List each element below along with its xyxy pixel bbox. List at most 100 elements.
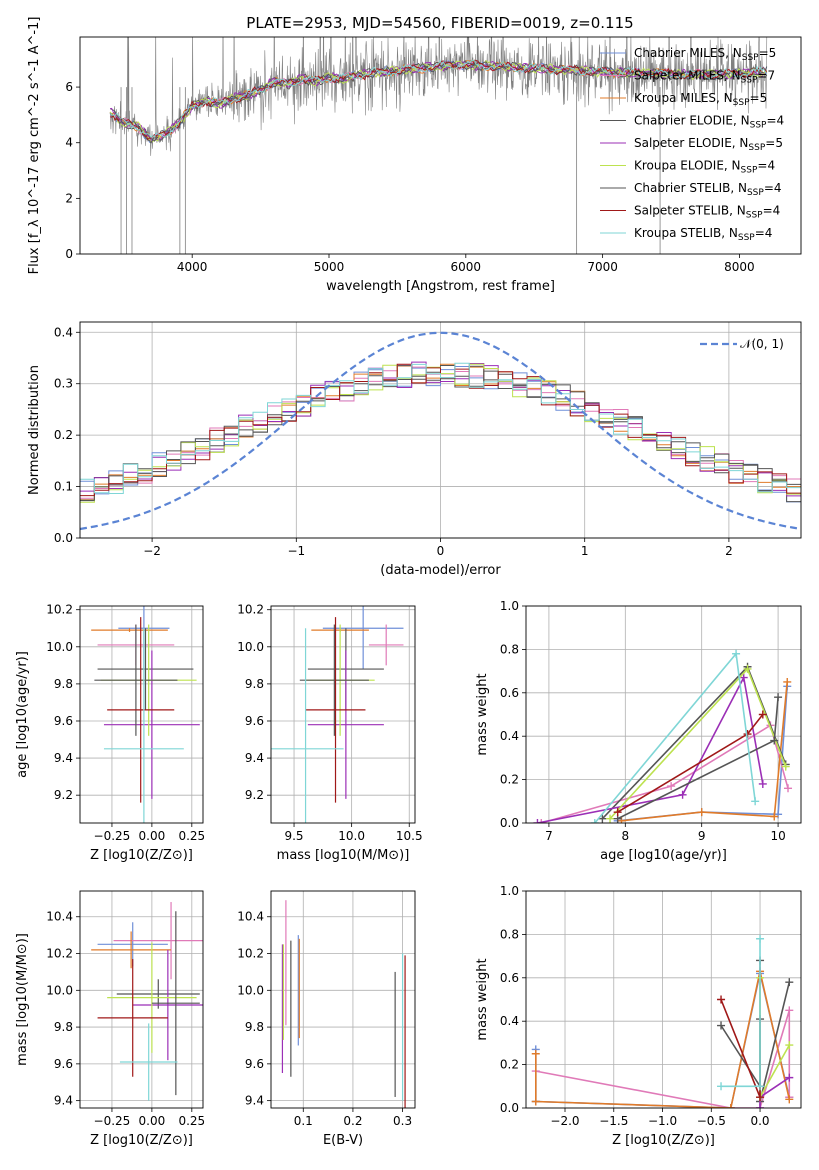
y-tick-label: 0.6 bbox=[500, 686, 519, 700]
legend-entry: Kroupa MILES, NSSP=5 bbox=[634, 91, 767, 108]
axes-frame bbox=[525, 890, 802, 1109]
x-tick-label: −1.0 bbox=[648, 1114, 677, 1128]
figure-title: PLATE=2953, MJD=54560, FIBERID=0019, z=0… bbox=[246, 14, 633, 32]
y-tick-label: 10.0 bbox=[237, 640, 264, 654]
weight-line bbox=[534, 971, 791, 1108]
legend-entry: Kroupa STELIB, NSSP=4 bbox=[634, 226, 772, 243]
y-axis-label: age [log10(age/yr)] bbox=[15, 651, 30, 778]
panel-spectrum: 4000 5000 6000 7000 8000 0 2 4 6 wavelength [Angs… bbox=[27, 17, 802, 294]
y-tick-label: 0.2 bbox=[500, 773, 519, 787]
x-tick-label: 1 bbox=[581, 544, 589, 558]
x-tick-label: −2.0 bbox=[550, 1114, 579, 1128]
panel-ebv-mass: 0.1 0.2 0.3 9.4 9.6 9.8 10.0 10.2 10.4 E(B-V) bbox=[237, 890, 416, 1148]
axes-frame bbox=[525, 605, 802, 824]
legend-entry: Salpeter ELODIE, NSSP=5 bbox=[634, 136, 783, 153]
legend-entry: Chabrier STELIB, NSSP=4 bbox=[634, 181, 782, 198]
x-axis-label: E(B-V) bbox=[323, 1133, 363, 1148]
weight-marker bbox=[783, 677, 792, 686]
axes-frame bbox=[79, 890, 204, 1109]
model-spectrum-line bbox=[109, 60, 768, 144]
normal-curve bbox=[80, 331, 799, 531]
axes-frame bbox=[79, 321, 802, 539]
weight-line bbox=[720, 1019, 761, 1090]
y-tick-label: 0.3 bbox=[54, 377, 73, 391]
x-axis-label: (data-model)/error bbox=[380, 563, 501, 578]
y-tick-label: 10.2 bbox=[46, 947, 73, 961]
weight-marker bbox=[785, 1095, 794, 1104]
axes-frame bbox=[270, 605, 416, 824]
model-spectrum-line bbox=[109, 60, 767, 141]
chart-layer: 4000 5000 6000 7000 8000 0 2 4 6 wavelength [Angs… bbox=[15, 17, 802, 1148]
y-tick-label: 9.2 bbox=[54, 788, 73, 802]
y-tick-label: 0.4 bbox=[500, 729, 519, 743]
weight-marker bbox=[785, 1073, 794, 1082]
weight-marker bbox=[613, 808, 622, 817]
y-tick-label: 0.0 bbox=[500, 1101, 519, 1115]
y-axis-label: Normed distribution bbox=[27, 365, 42, 495]
x-tick-label: 0.0 bbox=[750, 1114, 769, 1128]
panel-z-mass: −0.25 0.00 0.25 9.4 9.6 9.8 10.0 10.2 10.4 Z [log… bbox=[15, 890, 205, 1148]
x-axis-label: Z [log10(Z/Z⊙)] bbox=[90, 1133, 193, 1148]
x-axis-label: Z [log10(Z/Z⊙)] bbox=[612, 1133, 715, 1148]
weight-marker bbox=[678, 790, 687, 799]
y-tick-label: 0.6 bbox=[500, 971, 519, 985]
y-tick-label: 9.4 bbox=[54, 1094, 73, 1108]
x-tick-label: 0.3 bbox=[393, 1114, 412, 1128]
legend-entry: Chabrier ELODIE, NSSP=4 bbox=[634, 114, 784, 131]
weight-marker bbox=[717, 1021, 726, 1030]
weight-marker bbox=[743, 664, 752, 673]
x-tick-label: 8 bbox=[621, 829, 629, 843]
x-tick-label: 9.5 bbox=[284, 829, 303, 843]
x-tick-label: 6000 bbox=[451, 260, 482, 274]
y-tick-label: 9.8 bbox=[245, 677, 264, 691]
x-tick-label: 10 bbox=[770, 829, 785, 843]
panel-z-weight: −2.0 −1.5 −1.0 −0.5 0.0 0.0 0.2 0.4 0.6 0.8 1.0 Z [… bbox=[475, 884, 802, 1148]
y-tick-label: 10.4 bbox=[237, 910, 264, 924]
y-tick-label: 1.0 bbox=[500, 884, 519, 898]
y-axis-label: mass [log10(M/M⊙)] bbox=[15, 933, 30, 1066]
weight-marker bbox=[785, 1006, 794, 1015]
errorbar-plot bbox=[271, 606, 404, 823]
y-tick-label: 0.8 bbox=[500, 642, 519, 656]
y-tick-label: 6 bbox=[65, 80, 73, 94]
x-tick-label: 10.0 bbox=[338, 829, 365, 843]
x-tick-label: 0.2 bbox=[343, 1114, 362, 1128]
y-tick-label: 0.4 bbox=[54, 325, 73, 339]
panel-z-age: −0.25 0.00 0.25 9.2 9.4 9.6 9.8 10.0 10.2 Z [log1… bbox=[15, 603, 205, 863]
weight-marker bbox=[785, 978, 794, 987]
x-tick-label: 7 bbox=[545, 829, 553, 843]
residual-plot bbox=[80, 331, 801, 531]
weight-marker bbox=[598, 814, 607, 823]
y-tick-label: 10.2 bbox=[237, 947, 264, 961]
y-axis-label: mass weight bbox=[475, 958, 490, 1040]
y-tick-label: 0.2 bbox=[500, 1058, 519, 1072]
panel-age-weight: 7 8 9 10 0.0 0.2 0.4 0.6 0.8 1.0 age [log10(age/yr… bbox=[475, 599, 802, 863]
weight-marker bbox=[726, 1104, 735, 1108]
weight-marker bbox=[770, 736, 779, 745]
weight-line bbox=[621, 681, 788, 822]
weight-marker bbox=[756, 1093, 765, 1102]
weight-marker bbox=[784, 784, 793, 793]
weight-line bbox=[541, 724, 789, 823]
y-tick-label: 10.0 bbox=[46, 640, 73, 654]
x-axis-label: Z [log10(Z/Z⊙)] bbox=[90, 848, 193, 863]
y-tick-label: 9.6 bbox=[54, 714, 73, 728]
weight-marker bbox=[756, 1104, 765, 1108]
weight-line bbox=[720, 999, 761, 1098]
weight-marker bbox=[667, 782, 676, 791]
y-tick-label: 9.4 bbox=[54, 751, 73, 765]
legend-entry: Salpeter MILES, NSSP=7 bbox=[634, 69, 775, 86]
weight-line bbox=[594, 651, 756, 823]
y-tick-label: 9.8 bbox=[54, 677, 73, 691]
y-tick-label: 0.0 bbox=[500, 816, 519, 830]
y-tick-label: 10.0 bbox=[237, 983, 264, 997]
model-spectrum-line bbox=[110, 60, 768, 143]
errorbar-plot bbox=[91, 606, 200, 823]
x-tick-label: −1 bbox=[287, 544, 305, 558]
x-axis-label: mass [log10(M/M⊙)] bbox=[277, 848, 410, 863]
y-tick-label: 9.6 bbox=[245, 1057, 264, 1071]
x-tick-label: 5000 bbox=[314, 260, 345, 274]
y-tick-label: 10.2 bbox=[46, 603, 73, 617]
legend-entry: Chabrier MILES, NSSP=5 bbox=[634, 46, 776, 63]
